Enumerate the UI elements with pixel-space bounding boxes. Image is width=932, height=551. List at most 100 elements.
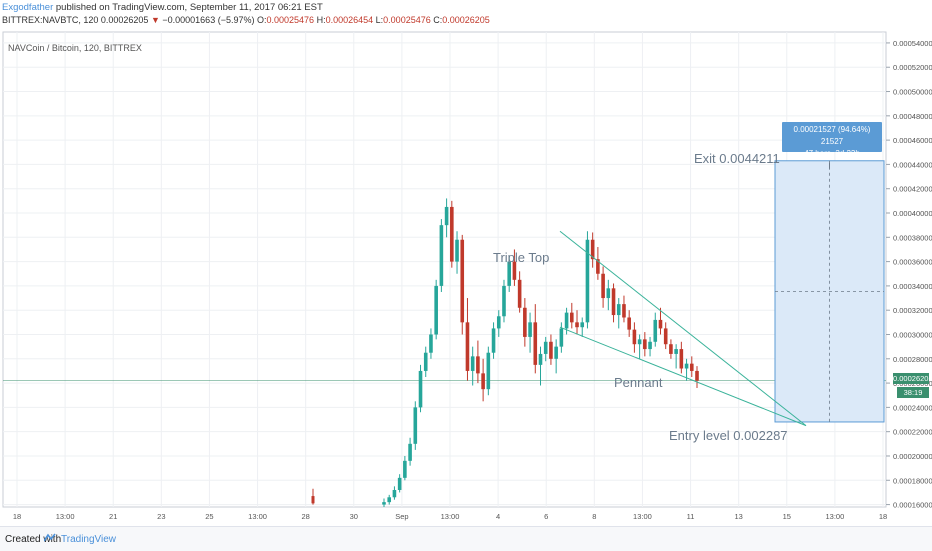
candle-body [689, 363, 694, 371]
candle-body [632, 329, 637, 345]
high-value: 0.00026454 [325, 15, 374, 25]
symbol-name: BITTREX:NAVBTC, 120 [2, 15, 99, 25]
candle-body [481, 373, 485, 390]
candle-body [554, 346, 558, 359]
candle-body [679, 349, 684, 369]
candle-body [486, 352, 491, 390]
candle-body [663, 328, 668, 345]
lower-trendline [559, 326, 807, 427]
candle-body [601, 273, 605, 299]
measure-change: 0.00021527 (94.64%) 21527 [793, 125, 871, 146]
candle-body [684, 363, 689, 369]
candle-body [429, 334, 433, 353]
low-label: L: [375, 15, 384, 25]
x-tick-label: 30 [350, 512, 358, 521]
candle-body [496, 316, 501, 329]
candle-body [397, 477, 402, 490]
high-label: H: [316, 15, 326, 25]
candle-body [450, 206, 454, 262]
y-tick-label: 0.00046000 [893, 136, 932, 145]
candle-body [387, 497, 392, 503]
price-chart[interactable]: 0.00054000 0.00052000 0.00050000 0.00048000… [0, 0, 932, 526]
tradingview-logo-icon[interactable] [44, 533, 56, 542]
pennant-label[interactable]: Pennant [614, 375, 663, 390]
tradingview-link[interactable]: TradingView [61, 534, 117, 545]
candle-body [580, 322, 585, 328]
candle-body [611, 288, 616, 316]
candle-body [559, 328, 564, 347]
time-axis: 18 13:00 21 23 25 13:00 28 30 Sep 13:00 4 6 8 13:00 11… [13, 512, 887, 521]
candle-body [570, 312, 574, 323]
x-tick-label: 21 [109, 512, 117, 521]
candle-body [491, 328, 496, 353]
x-tick-label: 8 [592, 512, 596, 521]
candle-body [444, 206, 449, 226]
y-tick-label: 0.00034000 [893, 282, 932, 291]
plot-frame [2, 31, 887, 508]
x-tick-label: 18 [879, 512, 887, 521]
candle-body [543, 341, 548, 354]
candle-body [653, 319, 658, 342]
y-tick-label: 0.00038000 [893, 233, 932, 242]
low-value: 0.00025476 [383, 15, 431, 25]
x-tick-label: Sep [395, 512, 408, 521]
candle-body [637, 339, 642, 345]
candle-body [476, 356, 480, 374]
x-tick-label: 28 [301, 512, 309, 521]
publish-info: Exgodfather published on TradingView.com… [2, 2, 323, 13]
down-arrow-icon: ▼ [150, 15, 160, 25]
candle-body [596, 259, 600, 274]
candle-body [669, 344, 673, 354]
last-price: 0.00026205 [100, 15, 149, 25]
y-tick-label: 0.00024000 [893, 403, 932, 412]
x-tick-label: 13:00 [633, 512, 652, 521]
y-tick-label: 0.00050000 [893, 88, 932, 97]
candle-body [413, 407, 418, 444]
exit-label[interactable]: Exit 0.0044211 [694, 151, 780, 166]
symbol-info: BITTREX:NAVBTC, 120 0.00026205 ▼ −0.0000… [2, 15, 490, 25]
candle-body [616, 304, 621, 316]
triple-top-label[interactable]: Triple Top [493, 250, 550, 265]
y-tick-label: 0.00052000 [893, 63, 932, 72]
candle-body [311, 496, 315, 504]
y-tick-label: 0.00036000 [893, 258, 932, 267]
candle-body [648, 341, 652, 350]
candle-body [523, 307, 527, 337]
x-tick-label: 23 [157, 512, 165, 521]
chart-symbol-title: NAVCoin / Bitcoin, 120, BITTREX [8, 43, 142, 53]
x-tick-label: 15 [783, 512, 791, 521]
x-tick-label: 4 [496, 512, 500, 521]
candle-body [549, 341, 553, 359]
y-tick-label: 0.00040000 [893, 209, 932, 218]
y-tick-label: 0.00048000 [893, 112, 932, 121]
open-value: 0.00025476 [266, 15, 315, 25]
pennant-trendlines [559, 230, 807, 427]
candle-body [465, 322, 470, 371]
price-axis: 0.00054000 0.00052000 0.00050000 0.00048000… [886, 39, 932, 510]
footer-bar: Created with TradingView [0, 526, 932, 551]
publish-text: published on TradingView.com, September … [53, 2, 323, 13]
candle-body [695, 370, 699, 381]
close-value: 0.00026205 [442, 15, 490, 25]
author-link[interactable]: Exgodfather [2, 2, 54, 13]
candle-body [418, 370, 423, 408]
candle-body [423, 352, 428, 371]
candle-body [674, 349, 678, 354]
y-tick-label: 0.00022000 [893, 428, 932, 437]
candle-body [502, 285, 506, 317]
candle-body [658, 319, 663, 329]
y-tick-label: 0.00016000 [893, 501, 932, 510]
x-tick-label: 13:00 [248, 512, 267, 521]
x-tick-label: 13:00 [825, 512, 844, 521]
candle-body [564, 312, 569, 329]
candle-body [439, 225, 444, 286]
candle-body [470, 356, 475, 371]
x-tick-label: 13:00 [441, 512, 460, 521]
x-tick-label: 13 [734, 512, 742, 521]
candle-body [643, 339, 647, 350]
candle-body [627, 317, 631, 330]
entry-level-label[interactable]: Entry level 0.002287 [669, 428, 788, 443]
open-label: O: [256, 15, 267, 25]
y-tick-label: 0.00020000 [893, 452, 932, 461]
candle-body [507, 261, 511, 286]
